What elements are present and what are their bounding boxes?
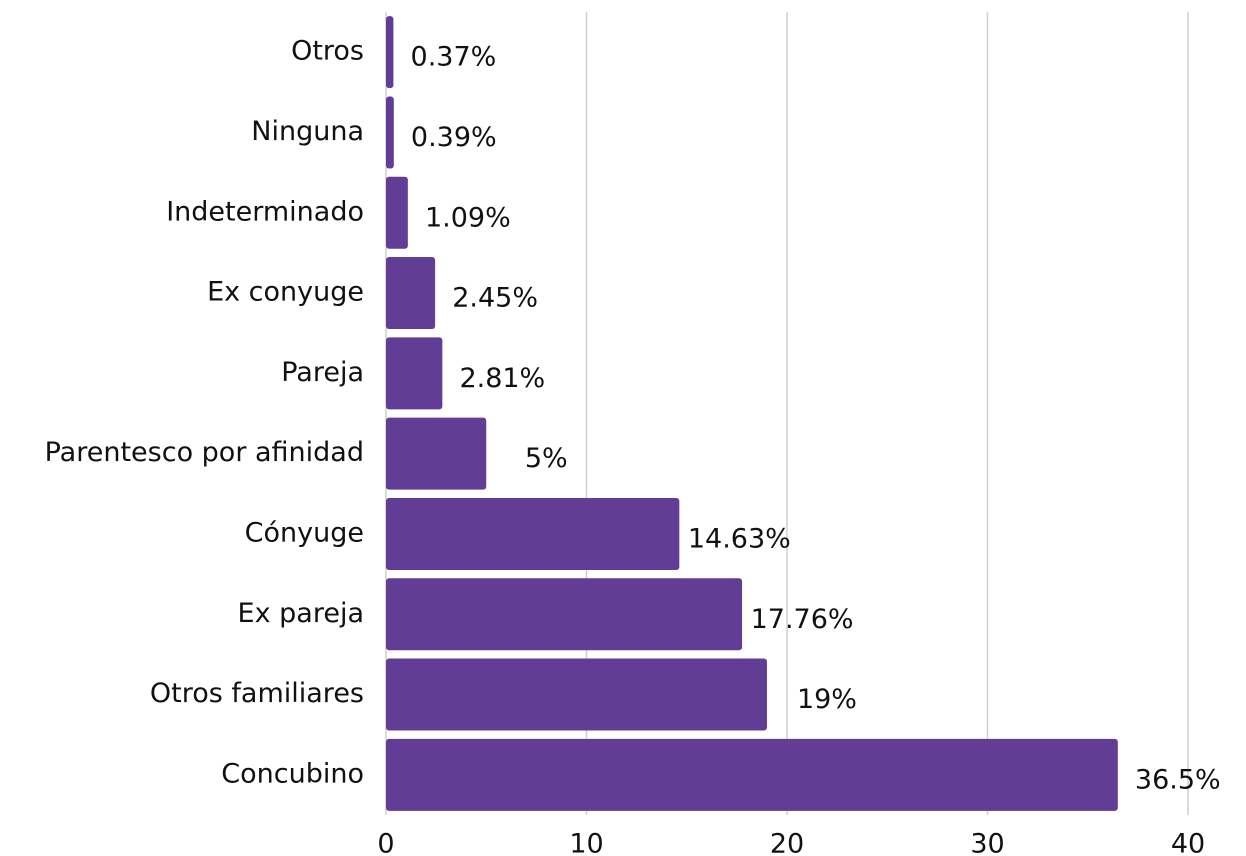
bar [386, 257, 436, 330]
value-label: 0.39% [411, 122, 497, 153]
y-tick-label: Concubino [221, 758, 364, 789]
bar [386, 96, 394, 169]
value-label: 36.5% [1135, 764, 1221, 795]
bar [386, 417, 487, 490]
y-tick-label: Ex conyuge [207, 277, 364, 308]
bar [386, 337, 443, 410]
x-tick-label: 0 [377, 829, 394, 856]
y-tick-label: Pareja [281, 357, 364, 388]
y-tick-label: Parentesco por afinidad [45, 437, 364, 468]
y-tick-label: Otros [291, 36, 364, 67]
x-tick-label: 30 [970, 829, 1004, 856]
value-label: 14.63% [688, 523, 791, 554]
x-tick-label: 20 [770, 829, 804, 856]
bar [386, 497, 680, 570]
value-label: 19% [797, 684, 857, 715]
value-label: 1.09% [425, 202, 511, 233]
x-tick-label: 10 [569, 829, 603, 856]
y-tick-label: Ninguna [251, 116, 364, 147]
value-label: 17.76% [751, 604, 854, 635]
bar [386, 658, 767, 731]
y-tick-label: Cónyuge [245, 517, 364, 548]
bar [386, 16, 394, 89]
bar [386, 176, 408, 249]
y-tick-label: Indeterminado [166, 196, 364, 227]
x-tick-label: 40 [1171, 829, 1205, 856]
bar [386, 578, 743, 651]
value-label: 2.81% [459, 363, 545, 394]
value-label: 2.45% [452, 283, 538, 314]
bar [386, 738, 1118, 811]
value-label: 0.37% [411, 42, 497, 73]
y-tick-label: Ex pareja [238, 598, 364, 629]
value-label: 5% [525, 443, 568, 474]
y-tick-label: Otros familiares [150, 678, 364, 709]
